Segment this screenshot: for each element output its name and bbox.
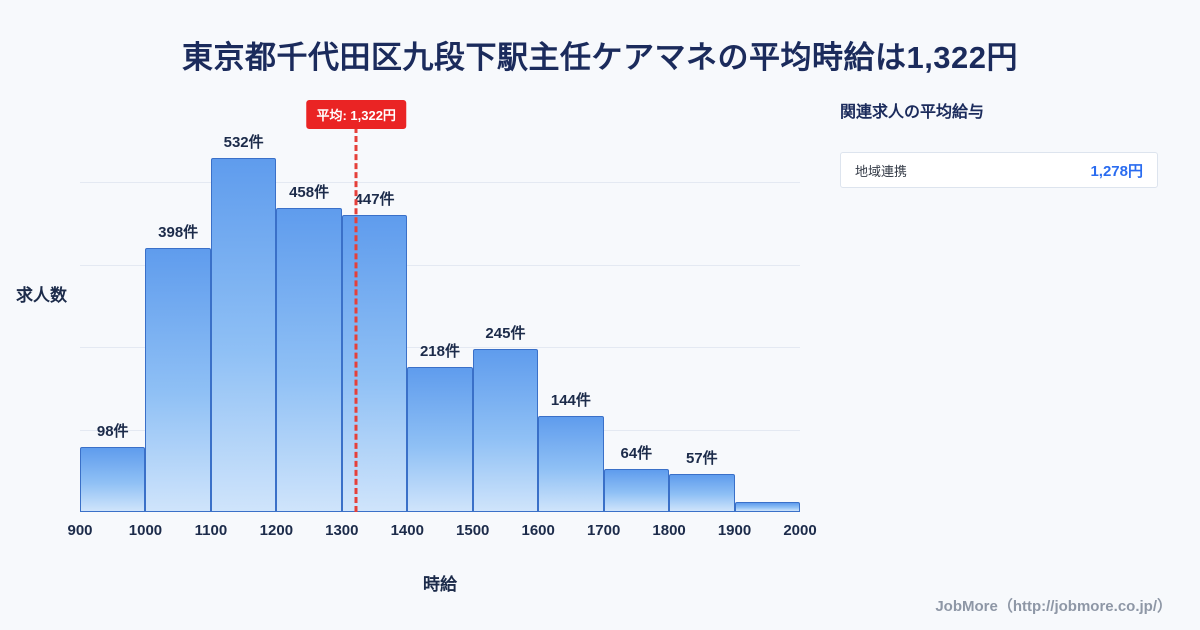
x-axis-label: 時給 — [423, 575, 457, 594]
related-salary-row: 地域連携 1,278円 — [840, 152, 1158, 188]
x-axis-tick: 1500 — [456, 522, 490, 539]
x-axis-tick: 1400 — [390, 522, 424, 539]
average-line — [354, 127, 358, 512]
x-axis-tick: 2000 — [783, 522, 817, 539]
bar-value-label: 144件 — [550, 392, 591, 410]
gridline — [80, 347, 800, 349]
histogram-bar — [603, 469, 670, 512]
x-axis-tick: 1300 — [325, 522, 359, 539]
histogram-bar-slot: 218件 — [407, 100, 473, 512]
histogram-bar-slot: 398件 — [145, 100, 211, 512]
x-axis-tick: 1900 — [717, 522, 752, 539]
bar-value-label: 458件 — [289, 183, 330, 201]
related-salary-panel: 関連求人の平均給与 地域連携 1,278円 — [840, 98, 1160, 188]
related-salary-row-value: 1,278円 — [1090, 162, 1143, 180]
bar-value-label: 245件 — [485, 325, 526, 343]
related-salary-row-label: 地域連携 — [855, 163, 908, 179]
bar-value-label: 532件 — [223, 134, 264, 152]
x-axis-tick: 1100 — [194, 522, 228, 539]
histogram-bar — [80, 446, 146, 512]
bar-value-label: 218件 — [419, 343, 460, 361]
bar-value-label: 64件 — [620, 445, 653, 463]
x-axis-ticks: 900 1000 1100 1200 1300 1400 1500 1600 1700 1800 1… — [67, 522, 816, 544]
histogram-bar — [145, 247, 211, 512]
bar-value-label: 98件 — [96, 422, 129, 440]
histogram-bar — [341, 214, 408, 512]
page-title: 東京都千代田区九段下駅主任ケアマネの平均時給は1,322円 — [181, 40, 1019, 75]
histogram-bar — [538, 416, 604, 512]
x-axis-tick: 1700 — [586, 522, 621, 539]
gridline — [80, 264, 800, 266]
bar-value-label: 398件 — [158, 223, 199, 241]
histogram-bar-slot: 447件 — [341, 100, 408, 512]
histogram-plot: 98件 398件 532件 458件 447件 218件 245件 144件 64件 57件 平均… — [80, 100, 800, 512]
histogram-bar-slot: 57件 — [669, 100, 735, 512]
bar-value-label: 447件 — [354, 190, 395, 208]
x-axis-tick: 1800 — [652, 522, 686, 539]
histogram-bar-slot: 98件 — [80, 100, 146, 512]
histogram-bar — [276, 207, 342, 512]
credit-text: JobMore（http://jobmore.co.jp/） — [935, 598, 1172, 615]
histogram-bar-slot — [734, 100, 800, 512]
x-axis-tick: 1600 — [521, 522, 555, 539]
histogram-bar-slot: 144件 — [538, 100, 604, 512]
histogram-bar — [210, 158, 277, 512]
histogram-bar — [472, 349, 539, 512]
related-salary-heading: 関連求人の平均給与 — [840, 104, 985, 121]
histogram-bar — [669, 474, 735, 512]
histogram-bar — [407, 367, 473, 512]
histogram-bar-slot: 532件 — [210, 100, 277, 512]
histogram-bar-slot: 458件 — [276, 100, 342, 512]
histogram-bar-slot: 64件 — [603, 100, 670, 512]
gridline — [80, 182, 800, 184]
y-axis-label: 求人数 — [16, 286, 67, 305]
histogram-bar-slot: 245件 — [472, 100, 539, 512]
x-axis-tick: 1000 — [128, 522, 163, 539]
x-axis-tick: 1200 — [259, 522, 294, 539]
histogram-bar — [734, 502, 800, 512]
average-badge: 平均: 1,322円 — [306, 100, 406, 129]
bar-value-label: 57件 — [685, 450, 718, 468]
x-axis-tick: 900 — [67, 522, 93, 539]
